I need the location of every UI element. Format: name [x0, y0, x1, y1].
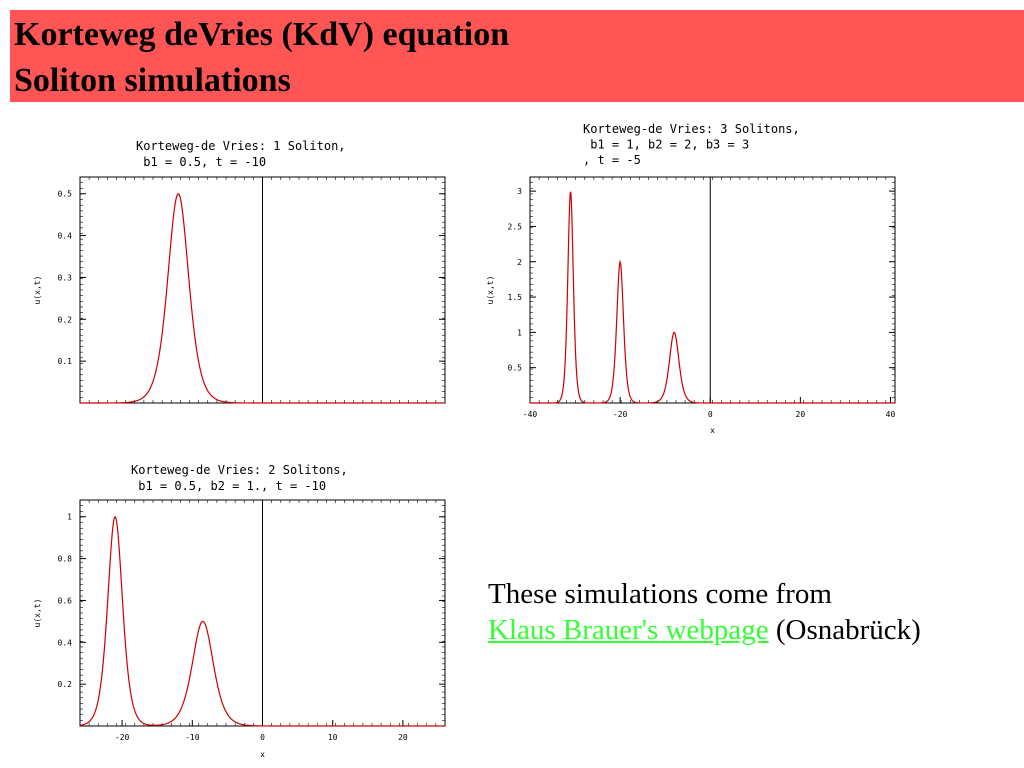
chart-1: Korteweg-de Vries: 1 Soliton, b1 = 0.5, …: [33, 139, 446, 404]
y-tick-label: 2: [517, 258, 522, 267]
chart-title-line: Korteweg-de Vries: 2 Solitons,: [131, 463, 348, 477]
y-tick-label: 0.1: [58, 357, 73, 366]
plot-frame: [529, 176, 896, 404]
chart-title-line: Korteweg-de Vries: 1 Soliton,: [136, 139, 346, 153]
chart-title-line: , t = -5: [583, 153, 641, 167]
x-tick-label: 20: [398, 733, 408, 742]
x-tick-label: 40: [886, 410, 896, 419]
title-banner: [10, 10, 1024, 102]
y-tick-label: 0.6: [58, 596, 73, 605]
x-tick-label: 20: [796, 410, 806, 419]
slide-subtitle: Soliton simulations: [14, 62, 291, 99]
y-axis-label: u(x,t): [486, 276, 495, 305]
y-axis-label: u(x,t): [33, 599, 42, 628]
y-tick-label: 1: [517, 328, 522, 337]
y-tick-label: 0.2: [58, 680, 73, 689]
chart-title-line: b1 = 1, b2 = 2, b3 = 3: [583, 138, 749, 152]
chart-3: Korteweg-de Vries: 2 Solitons, b1 = 0.5,…: [33, 463, 446, 759]
y-tick-label: 0.4: [58, 638, 73, 647]
chart-title-line: b1 = 0.5, b2 = 1., t = -10: [131, 479, 326, 493]
y-tick-label: 0.2: [58, 315, 73, 324]
y-tick-label: 0.5: [58, 190, 73, 199]
x-tick-label: 10: [328, 733, 338, 742]
chart-title-line: b1 = 0.5, t = -10: [136, 155, 266, 169]
chart-2: Korteweg-de Vries: 3 Solitons, b1 = 1, b…: [486, 122, 896, 435]
x-tick-label: 0: [260, 733, 265, 742]
x-tick-label: -10: [185, 733, 200, 742]
y-tick-label: 0.4: [58, 232, 73, 241]
x-tick-label: -20: [115, 733, 130, 742]
y-axis-label: u(x,t): [33, 276, 42, 305]
klaus-brauer-link[interactable]: Klaus Brauer's webpage: [488, 614, 769, 647]
y-tick-label: 2.5: [508, 222, 523, 231]
chart-title-line: Korteweg-de Vries: 3 Solitons,: [583, 122, 800, 136]
x-tick-label: -40: [523, 410, 538, 419]
y-tick-label: 0.3: [58, 273, 73, 282]
y-tick-label: 1: [67, 513, 72, 522]
soliton-curve: [79, 515, 445, 727]
x-axis-label: x: [710, 426, 715, 435]
credit-text: These simulations come from Klaus Brauer…: [488, 576, 921, 649]
credit-suffix: (Osnabrück): [775, 614, 921, 647]
y-tick-label: 0.8: [58, 555, 73, 564]
soliton-curve: [530, 191, 895, 404]
y-tick-label: 1.5: [508, 293, 523, 302]
y-tick-label: 3: [517, 187, 522, 196]
soliton-curve: [80, 193, 445, 404]
x-tick-label: 0: [708, 410, 713, 419]
y-tick-label: 0.5: [508, 364, 523, 373]
x-tick-label: -20: [613, 410, 628, 419]
credit-line: These simulations come from: [488, 578, 832, 610]
x-axis-label: x: [260, 750, 265, 759]
slide-title: Korteweg deVries (KdV) equation: [14, 16, 510, 53]
